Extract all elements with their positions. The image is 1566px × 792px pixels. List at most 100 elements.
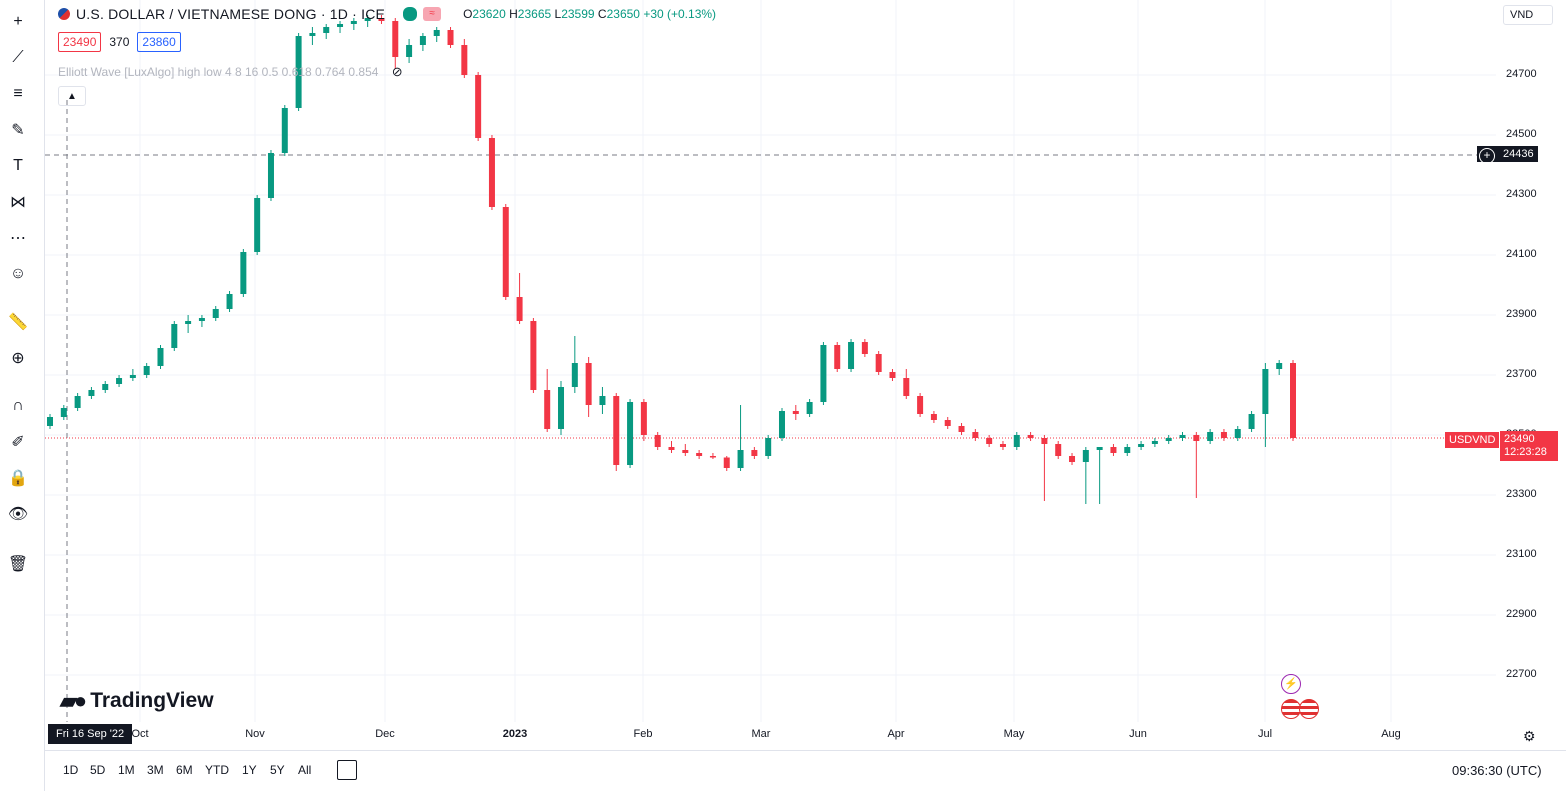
candle [212, 306, 219, 321]
range-button-all[interactable]: All [298, 763, 312, 777]
trash-icon[interactable]: 🗑 [7, 556, 29, 573]
candle [627, 399, 634, 468]
candle [1165, 435, 1172, 444]
indicator-legend[interactable]: Elliott Wave [LuxAlgo] high low 4 8 16 0… [58, 64, 403, 79]
candle [1110, 444, 1117, 456]
candle [433, 27, 440, 42]
fib-icon[interactable]: ≡ [13, 85, 23, 102]
candle [129, 369, 136, 381]
candle [295, 33, 302, 111]
candle [765, 435, 772, 459]
candle [1096, 447, 1103, 504]
currency-selector[interactable]: VND [1503, 5, 1553, 25]
price-tick-label: 23700 [1506, 368, 1537, 380]
us-event-flag-icon-2[interactable] [1299, 699, 1319, 719]
bid-price[interactable]: 23490 [58, 32, 102, 52]
candle [406, 39, 413, 63]
us-flag-icon [58, 8, 70, 20]
candle [309, 27, 316, 45]
time-tick-label: Feb [633, 728, 653, 740]
lightning-event-icon[interactable]: ⚡ [1281, 674, 1301, 694]
candle [903, 369, 910, 399]
pattern-icon[interactable]: ⋈ [10, 194, 26, 211]
candle [944, 417, 951, 429]
lock-draw-icon[interactable]: ✐ [11, 434, 25, 451]
price-tick-label: 24500 [1506, 128, 1537, 140]
candle [668, 441, 675, 453]
candle [337, 21, 344, 33]
range-button-ytd[interactable]: YTD [205, 763, 229, 777]
range-button-1y[interactable]: 1Y [242, 763, 257, 777]
time-tick-label: Mar [751, 728, 771, 740]
candle [350, 18, 357, 30]
us-event-flag-icon[interactable] [1281, 699, 1301, 719]
candle [1179, 432, 1186, 441]
forecast-icon[interactable]: ⋯ [10, 230, 26, 247]
candle [419, 33, 426, 51]
ruler-icon[interactable]: 📏 [8, 314, 28, 331]
range-button-6m[interactable]: 6M [176, 763, 193, 777]
candle [848, 339, 855, 372]
ask-price[interactable]: 23860 [137, 32, 181, 52]
range-button-5d[interactable]: 5D [90, 763, 106, 777]
candle [696, 450, 703, 459]
lock-icon[interactable]: 🔒 [8, 470, 28, 487]
candle [74, 393, 81, 411]
magnet-icon[interactable]: ∩ [12, 397, 24, 414]
candle [654, 432, 661, 450]
candle [1124, 444, 1131, 456]
candle [917, 393, 924, 417]
time-tick-label: Aug [1381, 728, 1401, 740]
candle [737, 405, 744, 471]
candle [778, 408, 785, 441]
range-button-1d[interactable]: 1D [63, 763, 79, 777]
tradingview-logo[interactable]: ▰● TradingView [60, 688, 214, 713]
eye-icon[interactable]: 👁 [7, 506, 29, 523]
candle [1082, 447, 1089, 504]
time-axis[interactable]: Oct Nov Dec 2023 Feb Mar Apr May Jun Jul Aug [45, 722, 1496, 750]
candle [1041, 435, 1048, 501]
candle [1055, 441, 1062, 459]
candle [792, 405, 799, 420]
candle [1207, 429, 1214, 444]
brush-icon[interactable]: ✎ [11, 122, 25, 139]
price-axis[interactable]: 2470024500243002410023900237002350023300… [1496, 0, 1566, 722]
candle [1013, 432, 1020, 450]
clock-time[interactable]: 09:36:30 (UTC) [1452, 763, 1542, 778]
collapse-legend-button[interactable]: ▲ [58, 86, 86, 106]
bottom-toolbar: 09:36:30 (UTC) 1D 5D 1M 3M 6M YTD 1Y 5Y All [45, 750, 1566, 792]
symbol-title[interactable]: U.S. DOLLAR / VIETNAMESE DONG · 1D · ICE [76, 6, 386, 22]
price-chart[interactable] [45, 0, 1496, 722]
range-button-5y[interactable]: 5Y [270, 763, 285, 777]
candle [281, 105, 288, 156]
candle [378, 15, 385, 24]
hidden-eye-icon[interactable]: ⊘ [391, 64, 403, 79]
time-tick-label: Jun [1129, 728, 1147, 740]
market-status-icon[interactable] [403, 7, 418, 21]
text-icon[interactable]: T [13, 157, 23, 174]
emoji-icon[interactable]: ☺ [9, 265, 27, 282]
candle [516, 273, 523, 324]
add-alert-icon[interactable]: + [1479, 148, 1495, 164]
time-tick-label: Oct [131, 728, 149, 740]
crosshair-icon[interactable]: + [13, 13, 23, 30]
settings-gear-icon[interactable]: ⚙ [1523, 728, 1536, 744]
candle [102, 381, 109, 393]
candle [1193, 432, 1200, 498]
zoom-icon[interactable]: ⊕ [11, 350, 25, 367]
candle [364, 15, 371, 27]
candle [930, 411, 937, 423]
range-button-1m[interactable]: 1M [118, 763, 135, 777]
trend-line-icon[interactable]: ⟋ [12, 49, 24, 66]
candle [558, 381, 565, 435]
data-delay-icon[interactable]: ≈ [423, 7, 442, 21]
candle [171, 321, 178, 351]
candle [1069, 453, 1076, 465]
candle [986, 435, 993, 447]
tv-logo-icon: ▰● [60, 688, 87, 713]
candle [267, 150, 274, 201]
candle [254, 195, 261, 255]
compare-dates-icon[interactable] [337, 760, 357, 780]
candle [198, 315, 205, 327]
range-button-3m[interactable]: 3M [147, 763, 164, 777]
